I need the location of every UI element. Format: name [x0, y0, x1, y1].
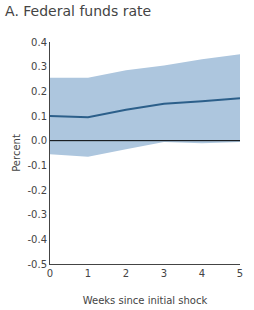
svg-text:Percent: Percent — [11, 134, 22, 172]
svg-text:0.4: 0.4 — [31, 37, 47, 48]
svg-text:0: 0 — [47, 268, 53, 279]
svg-text:-0.4: -0.4 — [27, 234, 47, 245]
svg-text:-0.5: -0.5 — [27, 259, 47, 270]
svg-text:Weeks since initial shock: Weeks since initial shock — [83, 295, 208, 306]
svg-text:4: 4 — [199, 268, 205, 279]
svg-text:0.3: 0.3 — [31, 61, 47, 72]
svg-text:0.0: 0.0 — [31, 135, 47, 146]
svg-text:5: 5 — [237, 268, 243, 279]
svg-text:0.2: 0.2 — [31, 86, 47, 97]
svg-text:A. Federal funds rate: A. Federal funds rate — [5, 3, 151, 19]
svg-text:-0.1: -0.1 — [27, 160, 47, 171]
svg-text:-0.3: -0.3 — [27, 209, 47, 220]
svg-text:1: 1 — [85, 268, 91, 279]
svg-text:-0.2: -0.2 — [27, 185, 47, 196]
svg-text:2: 2 — [123, 268, 129, 279]
svg-text:3: 3 — [161, 268, 167, 279]
svg-text:0.1: 0.1 — [31, 111, 47, 122]
